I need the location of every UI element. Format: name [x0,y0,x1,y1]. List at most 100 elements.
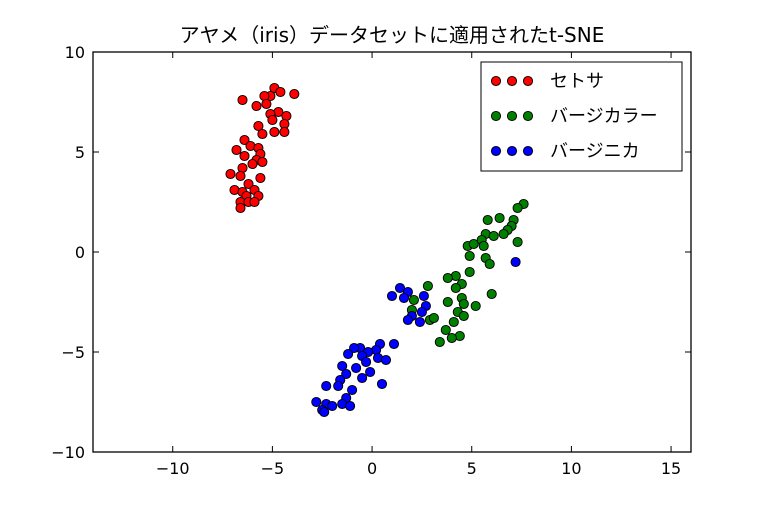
data-point-series-2 [388,338,400,350]
data-point-series-1 [422,280,433,292]
y-tick-label: 5 [75,143,85,162]
data-point-series-2 [394,282,406,294]
data-point-series-2 [343,348,354,360]
data-point-series-2 [349,342,360,354]
data-point-series-1 [442,272,453,284]
data-point-series-1 [498,228,509,240]
data-point-series-0 [237,94,248,106]
data-point-series-0 [225,168,236,180]
data-point-series-2 [333,380,344,392]
data-point-series-1 [488,230,499,242]
data-point-series-2 [337,360,348,372]
data-point-series-1 [484,258,495,270]
data-point-series-2 [351,362,362,374]
data-point-series-2 [398,292,410,304]
data-point-series-1 [494,212,505,224]
data-point-series-0 [231,144,242,156]
data-point-series-2 [380,354,392,366]
x-tick-label: −5 [261,459,285,478]
data-point-series-0 [235,170,246,182]
data-point-series-2 [376,378,388,390]
legend-marker-0 [506,75,518,87]
points-layer [225,82,529,418]
data-point-series-1 [468,238,479,250]
data-point-series-2 [347,384,358,396]
data-point-series-0 [275,86,286,98]
data-point-series-1 [458,298,469,310]
x-tick-label: 15 [661,459,681,478]
data-point-series-1 [512,202,523,214]
data-point-series-1 [486,288,497,300]
data-point-series-2 [414,316,425,328]
chart-title: アヤメ（iris）データセットに適用されたt-SNE [180,23,605,47]
data-point-series-2 [341,368,352,380]
x-tick-label: 0 [367,459,377,478]
data-point-series-1 [434,336,445,348]
legend-label-1: バージカラー [550,106,658,127]
data-point-series-0 [279,126,290,138]
data-point-series-2 [402,314,413,326]
data-point-series-2 [361,356,372,368]
data-point-series-1 [440,324,451,336]
data-point-series-0 [249,196,260,208]
data-point-series-1 [428,312,439,324]
data-point-series-0 [269,126,280,138]
legend-marker-1 [506,110,518,122]
data-point-series-1 [408,294,419,306]
data-point-series-1 [482,214,493,226]
data-point-series-1 [458,310,469,322]
data-point-series-0 [239,150,250,162]
data-point-series-2 [386,290,398,302]
data-point-series-0 [247,158,258,170]
data-point-series-0 [261,98,272,110]
legend-marker-1 [522,110,534,122]
y-tick-label: 0 [75,243,85,262]
y-tick-label: −10 [51,443,85,462]
legend-marker-0 [490,75,502,87]
legend-marker-0 [522,75,534,87]
legend-marker-1 [490,110,502,122]
data-point-series-2 [327,400,338,412]
legend-label-0: セトサ [550,71,604,92]
data-point-series-1 [464,250,475,262]
data-point-series-0 [255,172,266,184]
data-point-series-0 [239,134,250,146]
data-point-series-0 [251,100,262,112]
x-tick-label: −10 [156,459,190,478]
data-point-series-0 [289,88,300,100]
legend-marker-2 [506,145,518,157]
data-point-series-1 [470,300,481,312]
data-point-series-0 [243,178,254,190]
data-point-series-0 [267,114,278,126]
legend-marker-2 [522,145,534,157]
data-point-series-1 [512,236,523,248]
data-point-series-0 [257,156,268,168]
data-point-series-2 [321,380,332,392]
data-point-series-2 [418,290,429,302]
data-point-series-2 [345,400,356,412]
data-point-series-1 [450,282,461,294]
data-point-series-2 [357,372,368,384]
data-point-series-0 [257,128,268,140]
data-point-series-1 [446,332,457,344]
y-tick-label: −5 [61,343,85,362]
y-tick-label: 10 [65,43,85,62]
data-point-series-1 [442,296,453,308]
data-point-series-0 [235,202,246,214]
data-point-series-2 [319,406,330,418]
x-tick-label: 10 [561,459,581,478]
data-point-series-1 [448,316,459,328]
data-point-series-2 [416,306,427,318]
legend-label-2: バージニカ [550,141,640,162]
data-point-series-2 [365,366,376,378]
data-point-series-0 [253,120,264,132]
legend-marker-2 [490,145,502,157]
data-point-series-2 [311,396,322,408]
data-point-series-1 [464,266,475,278]
data-point-series-2 [510,256,521,268]
axis-ticks: −10 −5 0 5 10 15 −10 −5 0 5 10 [51,43,691,478]
x-tick-label: 5 [467,459,477,478]
data-point-series-1 [478,240,489,252]
